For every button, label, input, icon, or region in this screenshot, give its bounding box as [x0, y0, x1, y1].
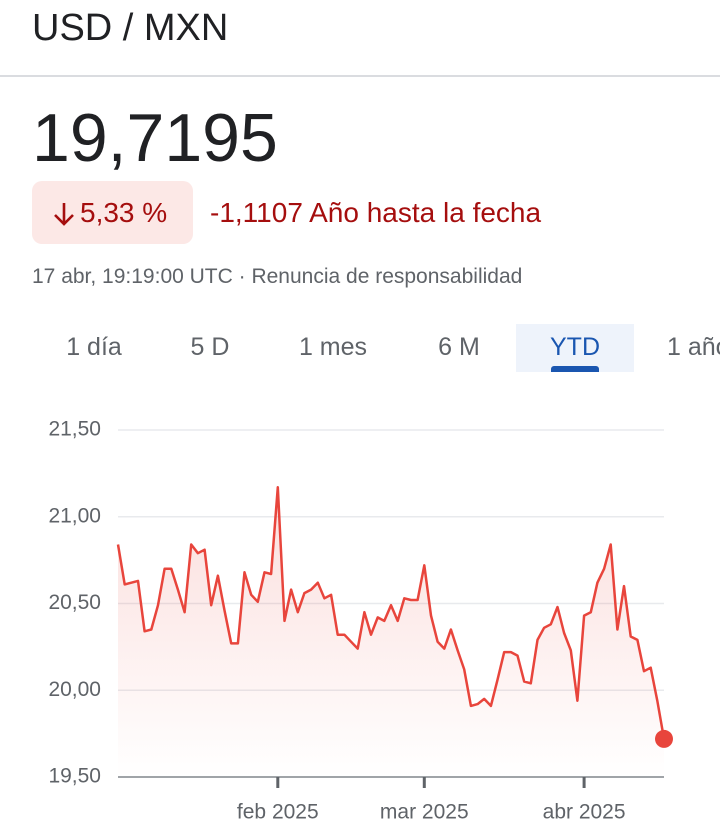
range-tab[interactable]: 1 mes: [298, 333, 368, 361]
price-line: [116, 486, 666, 740]
x-tick-label: abr 2025: [543, 801, 626, 824]
change-value: -1,1107: [210, 197, 303, 228]
y-tick-label: 21,50: [48, 418, 101, 441]
x-tick-label: mar 2025: [380, 801, 469, 824]
range-tab[interactable]: 6 M: [438, 333, 480, 361]
price: 19,7195: [32, 100, 278, 176]
change-pill: [32, 181, 193, 244]
range-tab[interactable]: 5 D: [190, 333, 230, 361]
timestamp: 17 abr, 19:19:00 UTC · Renuncia de respo…: [32, 265, 523, 288]
down-arrow: [54, 203, 74, 226]
range-tab[interactable]: 1 día: [66, 333, 122, 361]
y-tick-label: 20,00: [48, 678, 101, 701]
change-percent: 5,33 %: [80, 197, 168, 228]
change: -1,1107 Año hasta la fecha: [210, 196, 541, 230]
range-tab[interactable]: 1 año: [667, 333, 720, 361]
range-tabs: 1 día 5 D 1 mes 6 M YTD 1 año: [0, 324, 720, 374]
divider: [0, 75, 720, 77]
period: Año hasta la fecha: [309, 197, 542, 228]
area-fill: [118, 487, 664, 777]
y-tick-label: 20,50: [48, 591, 101, 614]
y-tick-label: 21,00: [48, 504, 101, 527]
y-tick-label: 19,50: [48, 765, 101, 788]
x-tick-label: feb 2025: [237, 801, 319, 824]
range-tab[interactable]: YTD: [516, 324, 634, 372]
pair-title: USD / MXN: [32, 7, 229, 49]
last-point: [655, 729, 673, 748]
